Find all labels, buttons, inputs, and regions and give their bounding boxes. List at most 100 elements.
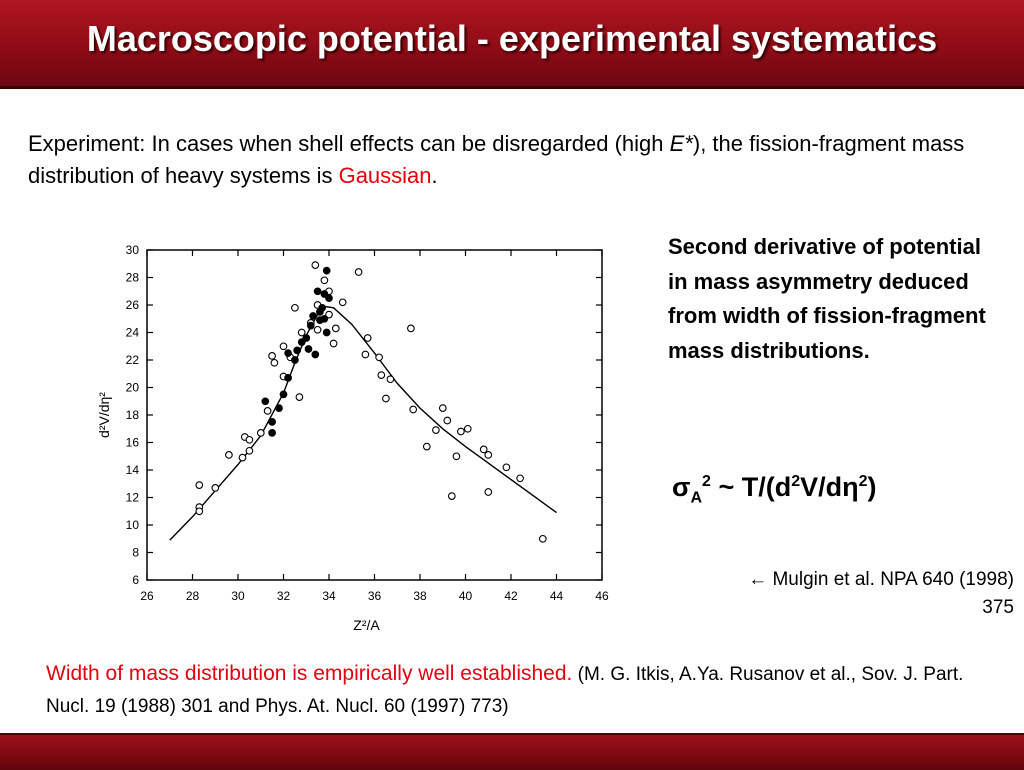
- data-point-open: [407, 324, 415, 333]
- data-point-open: [291, 303, 299, 312]
- data-point-filled: [322, 328, 331, 337]
- x-tick-label: 38: [413, 589, 427, 603]
- excitation-energy-symbol: E*: [669, 131, 693, 156]
- data-point-filled: [284, 374, 292, 382]
- data-point-filled: [318, 303, 327, 312]
- x-tick-label: 32: [277, 589, 291, 603]
- x-tick-label: 30: [231, 589, 245, 603]
- data-point-open: [375, 353, 383, 362]
- slide-title: Macroscopic potential - experimental sys…: [86, 18, 938, 59]
- gaussian-word: Gaussian: [338, 163, 432, 188]
- data-point-filled: [293, 346, 302, 355]
- y-tick-label: 22: [126, 353, 140, 367]
- y-tick-label: 12: [126, 491, 140, 505]
- data-point-open: [320, 276, 329, 285]
- y-tick-label: 16: [126, 436, 140, 450]
- data-point-open: [245, 435, 254, 444]
- y-tick-label: 8: [132, 546, 139, 560]
- data-point-open: [211, 484, 220, 492]
- data-point-filled: [304, 345, 313, 353]
- data-point-filled: [279, 390, 288, 399]
- formula-mid: V/dη: [800, 472, 859, 502]
- data-point-filled: [322, 266, 331, 275]
- data-point-open: [447, 492, 456, 500]
- data-point-open: [313, 325, 322, 334]
- y-tick-label: 10: [126, 518, 140, 532]
- formula-sup3: 2: [858, 473, 868, 490]
- data-point-open: [238, 453, 247, 462]
- data-point-open: [484, 451, 493, 459]
- bottom-highlight: Width of mass distribution is empiricall…: [46, 662, 573, 685]
- data-point-open: [432, 426, 440, 434]
- y-axis-label: d²V/dη²: [96, 392, 112, 438]
- y-tick-label: 28: [126, 271, 140, 285]
- formula-sub: A: [690, 489, 703, 507]
- y-tick-label: 18: [126, 408, 140, 422]
- data-point-open: [361, 350, 370, 359]
- data-point-open: [438, 404, 447, 412]
- data-point-open: [386, 375, 395, 384]
- data-point-filled: [311, 350, 320, 359]
- formula-sup: 2: [702, 473, 711, 490]
- data-point-open: [382, 394, 390, 403]
- data-point-open: [457, 427, 465, 436]
- data-point-open: [295, 393, 304, 401]
- data-point-filled: [268, 418, 276, 426]
- data-point-open: [452, 452, 461, 461]
- data-point-filled: [316, 316, 324, 324]
- y-tick-label: 26: [126, 298, 140, 312]
- fit-curve: [169, 305, 557, 541]
- y-tick-label: 6: [132, 573, 139, 587]
- data-point-open: [225, 451, 233, 459]
- side-note: Second derivative of potential in mass a…: [668, 234, 986, 363]
- data-point-open: [354, 268, 363, 276]
- data-point-open: [268, 352, 276, 360]
- data-point-filled: [275, 404, 283, 412]
- intro-text-1: Experiment: In cases when shell effects …: [28, 131, 670, 156]
- citation: ← Mulgin et al. NPA 640 (1998) 375: [640, 566, 1014, 622]
- data-point-open: [329, 339, 338, 348]
- data-point-open: [538, 534, 547, 543]
- x-tick-label: 40: [459, 589, 473, 603]
- formula-rel: ~ T/(d: [710, 472, 792, 502]
- data-point-filled: [284, 349, 292, 357]
- x-tick-label: 42: [504, 589, 518, 603]
- data-point-open: [377, 371, 386, 379]
- data-point-filled: [261, 397, 270, 406]
- data-point-open: [422, 442, 431, 451]
- intro-text-3: .: [431, 163, 438, 188]
- data-point-filled: [306, 321, 315, 330]
- data-point-filled: [268, 429, 276, 437]
- data-point-open: [195, 481, 204, 489]
- y-tick-label: 30: [126, 243, 140, 257]
- data-point-open: [331, 324, 340, 333]
- y-tick-label: 20: [126, 381, 140, 395]
- data-point-open: [325, 310, 333, 319]
- footer-bar: [0, 733, 1024, 770]
- data-point-open: [195, 507, 204, 516]
- scatter-chart: 26 28 30 32 34 36 38 40 42 44 46 6 8 10 12 14 16 18 20 22 24…: [96, 243, 609, 633]
- width-formula: σA2 ~ T/(d2V/dη2): [672, 472, 877, 507]
- data-point-open: [311, 261, 320, 269]
- x-tick-label: 34: [322, 589, 336, 603]
- formula-sigma: σ: [672, 472, 691, 502]
- citation-line-2: 375: [982, 597, 1014, 618]
- data-point-filled: [291, 356, 299, 364]
- data-point-open: [463, 424, 472, 433]
- data-point-open: [263, 407, 272, 415]
- data-point-open: [256, 429, 265, 437]
- data-point-open: [409, 405, 418, 414]
- data-point-open: [245, 446, 254, 455]
- data-point-open: [516, 474, 524, 483]
- data-point-open: [297, 328, 306, 337]
- plot-frame: [146, 249, 603, 581]
- citation-line-1: ← Mulgin et al. NPA 640 (1998): [748, 569, 1014, 590]
- intro-text-2: ), the fission-fragment mass distributio…: [28, 131, 965, 188]
- data-point-open: [443, 416, 452, 425]
- data-point-filled: [325, 294, 333, 302]
- intro-paragraph: Experiment: In cases when shell effects …: [28, 128, 998, 192]
- data-point-filled: [313, 287, 322, 296]
- data-point-filled: [302, 334, 311, 342]
- formula-sup2: 2: [791, 473, 801, 490]
- data-point-open: [338, 298, 347, 307]
